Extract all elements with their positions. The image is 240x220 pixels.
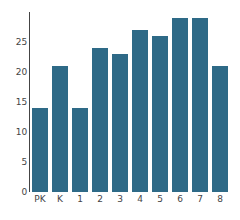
svg-text:6: 6 (177, 194, 183, 204)
svg-text:7: 7 (197, 194, 203, 204)
svg-text:8: 8 (217, 194, 223, 204)
svg-text:3: 3 (117, 194, 123, 204)
svg-text:PK: PK (34, 194, 46, 204)
svg-text:K: K (57, 194, 64, 204)
svg-text:0: 0 (21, 187, 27, 197)
svg-text:25: 25 (16, 37, 27, 47)
svg-text:10: 10 (16, 127, 28, 137)
svg-text:4: 4 (137, 194, 143, 204)
svg-text:1: 1 (77, 194, 83, 204)
svg-text:5: 5 (157, 194, 163, 204)
svg-text:15: 15 (16, 97, 27, 107)
svg-text:5: 5 (21, 157, 27, 167)
svg-text:20: 20 (16, 67, 28, 77)
svg-text:2: 2 (97, 194, 103, 204)
